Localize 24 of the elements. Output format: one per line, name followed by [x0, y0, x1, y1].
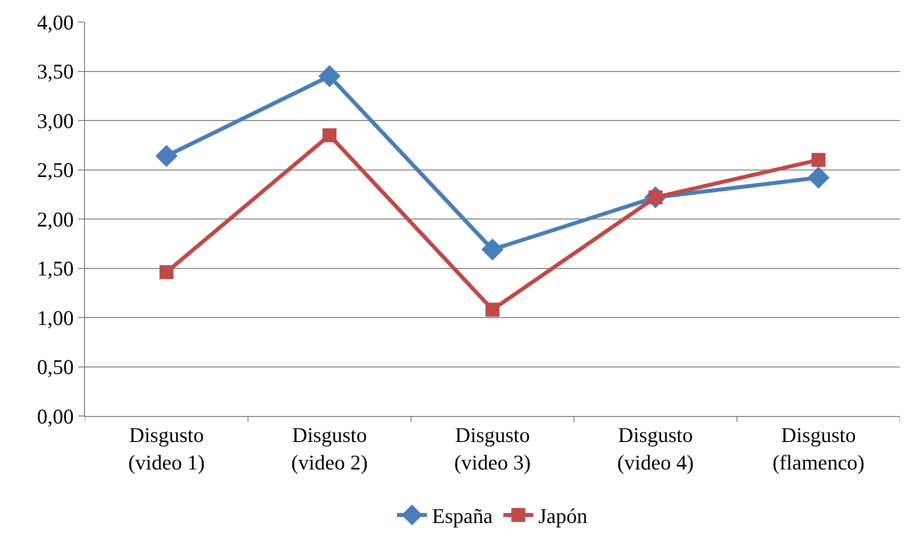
y-tick-label: 2,00: [37, 207, 74, 232]
x-tick-label: Disgusto (video 4): [617, 423, 694, 474]
x-tick-label: Disgusto (video 2): [291, 423, 368, 474]
y-tick-label: 2,50: [37, 158, 74, 182]
y-tick-label: 1,50: [37, 256, 74, 281]
y-tick-label: 3,50: [37, 60, 74, 84]
point: [812, 152, 826, 167]
point: [322, 128, 336, 142]
legend-label: España: [432, 504, 494, 528]
point: [160, 265, 174, 280]
legend-label: Japón: [538, 504, 588, 528]
y-tick-label: 1,00: [37, 306, 74, 330]
x-tick-label: Disgusto (video 3): [454, 423, 531, 474]
y-tick-label: 0,50: [37, 355, 74, 380]
y-tick-label: 4,00: [37, 10, 74, 34]
x-tick-label: Disgusto (video 1): [128, 423, 205, 474]
y-tick-label: 0,00: [37, 404, 74, 428]
point: [486, 302, 500, 317]
point: [318, 65, 341, 88]
y-tick-label: 3,00: [37, 108, 74, 133]
point: [155, 144, 178, 168]
point: [807, 166, 830, 189]
point: [481, 238, 504, 261]
x-tick-label: Disgusto (flamenco): [772, 423, 865, 474]
